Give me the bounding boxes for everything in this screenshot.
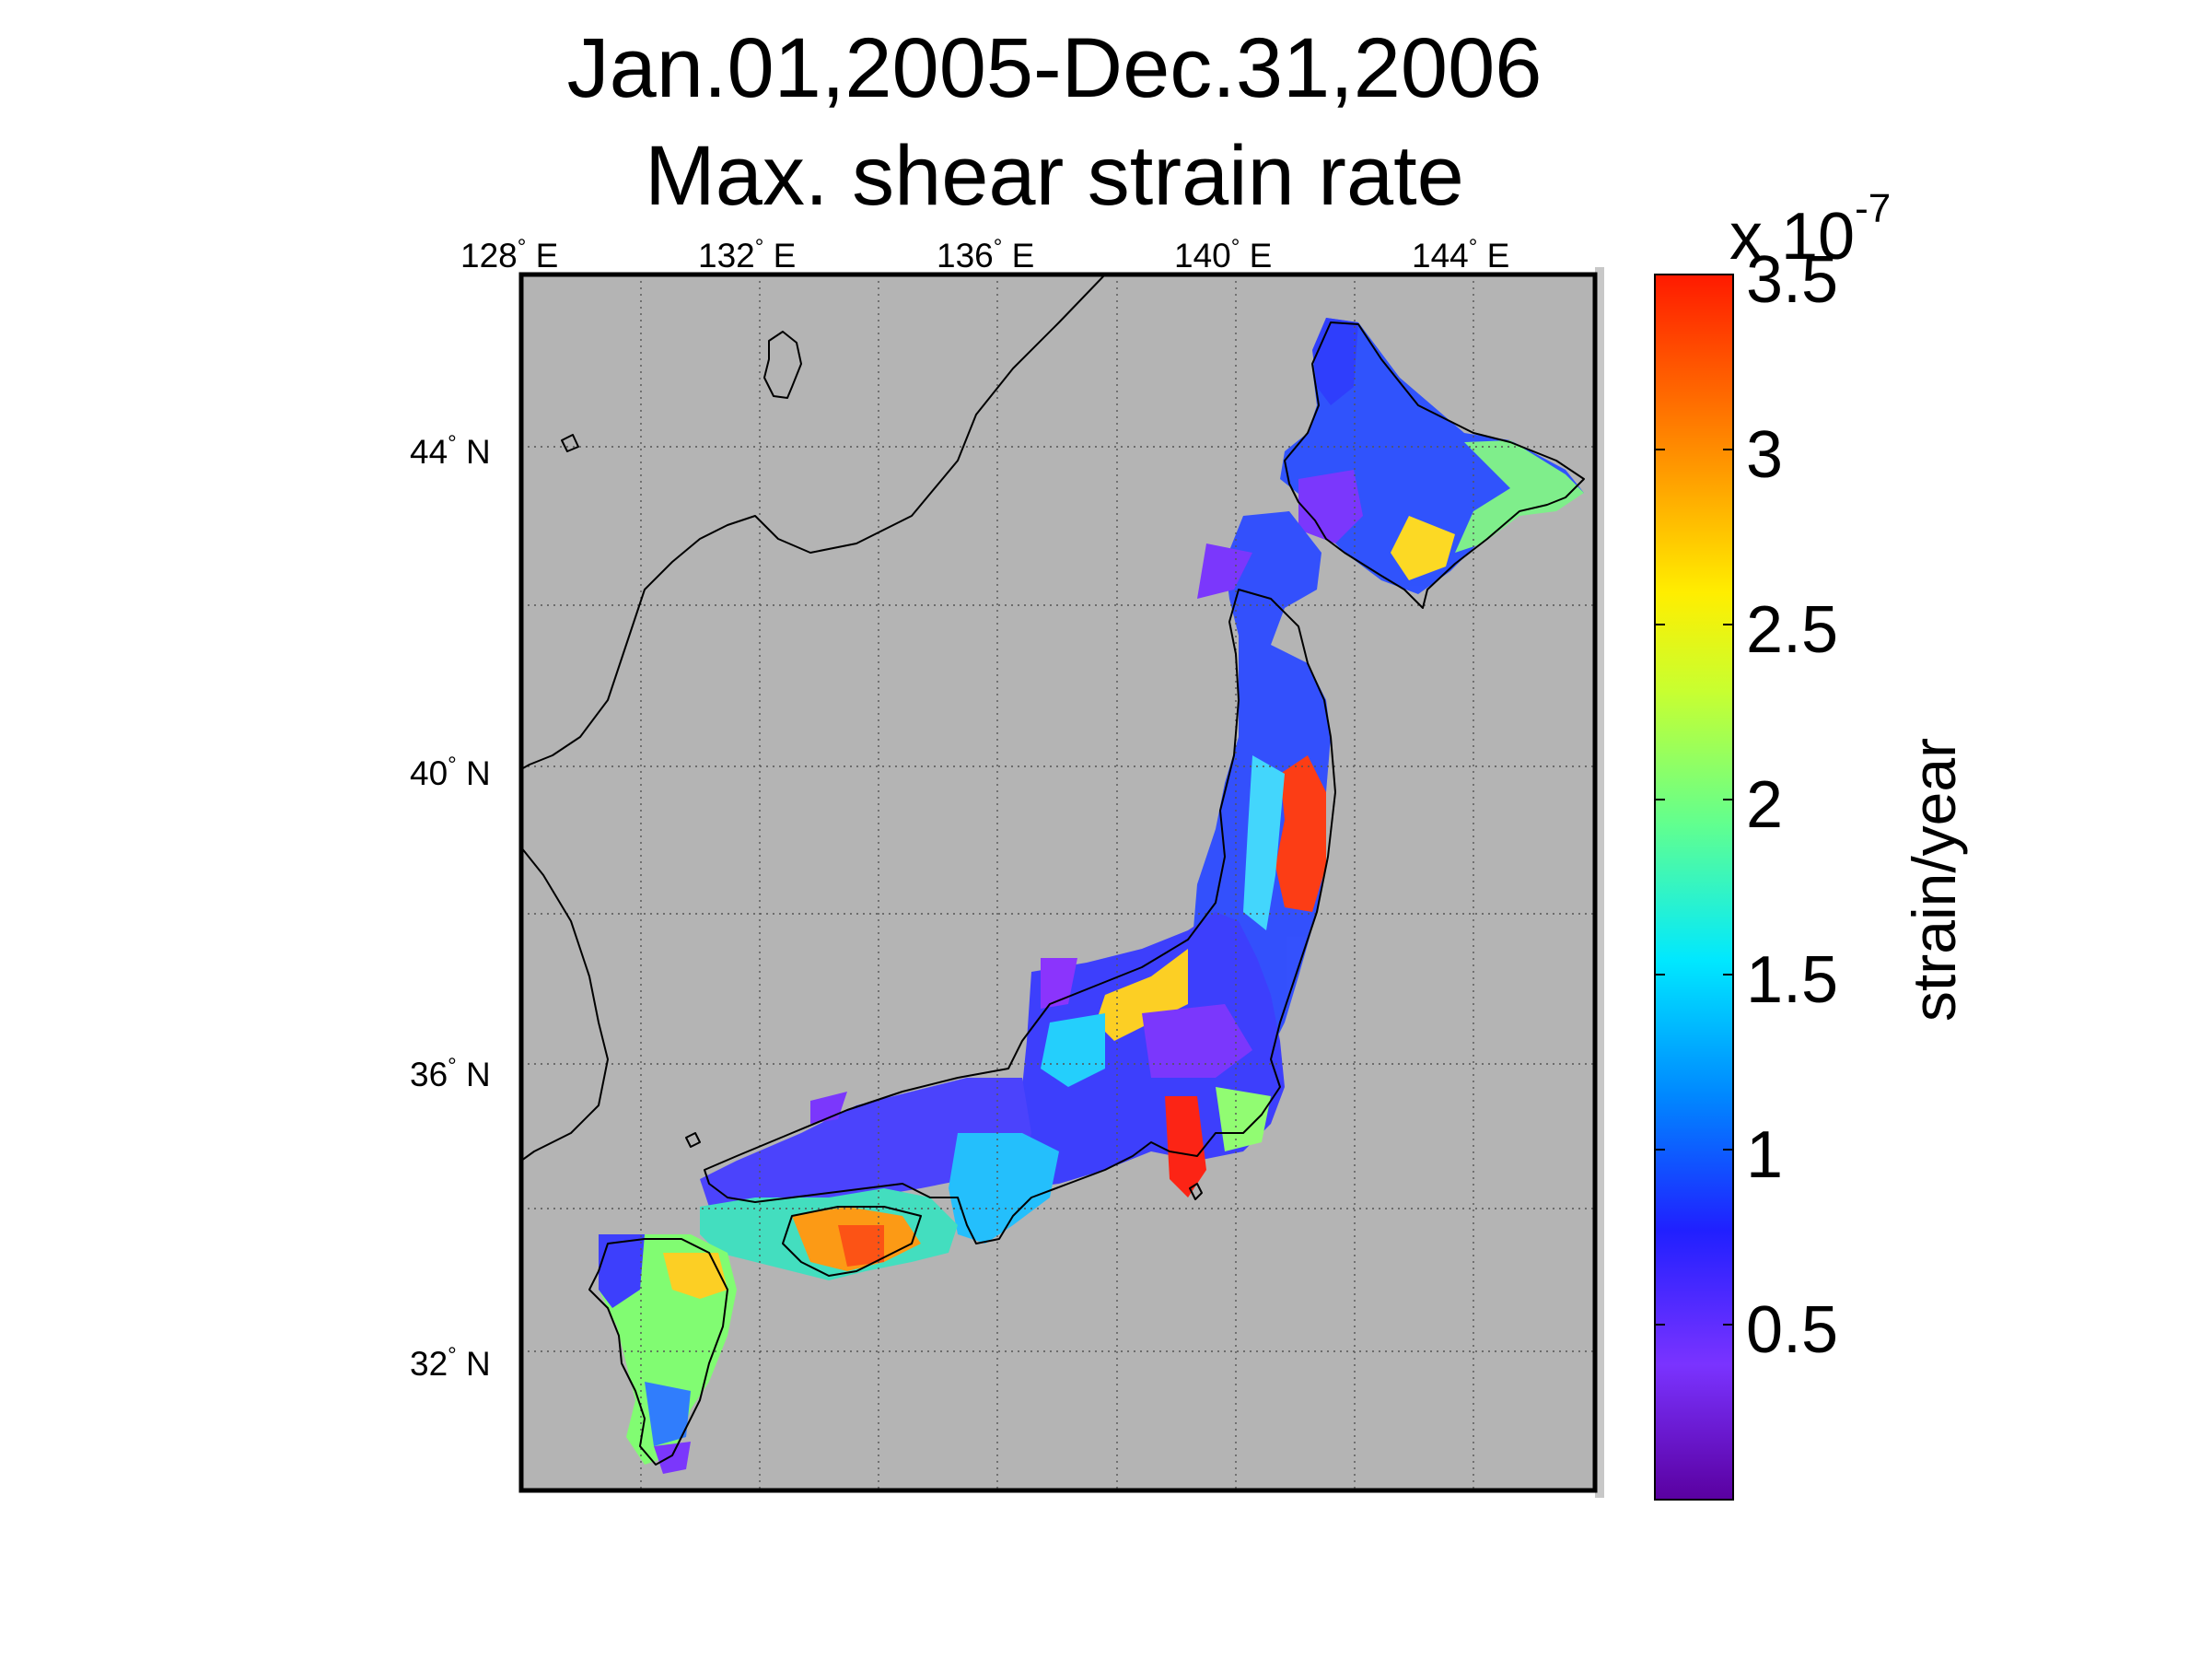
frame-shadow bbox=[1595, 267, 1604, 1498]
colorbar-ticks bbox=[1655, 274, 1733, 1326]
colorbar-exponent: x 10-7 bbox=[1729, 186, 1892, 274]
lon-label-136: 136° E bbox=[937, 235, 1035, 275]
map-title-quantity: Max. shear strain rate bbox=[645, 129, 1464, 223]
map-frame bbox=[518, 272, 1598, 1493]
colorbar-tick-1: 1 bbox=[1746, 1118, 1784, 1192]
colorbar bbox=[1654, 274, 1734, 1501]
map-title-period: Jan.01,2005-Dec.31,2006 bbox=[566, 21, 1543, 115]
lon-label-140: 140° E bbox=[1174, 235, 1273, 275]
lon-label-132: 132° E bbox=[698, 235, 797, 275]
lat-label-44: 44° N bbox=[410, 431, 491, 471]
graticule bbox=[521, 275, 1595, 1490]
lon-label-128: 128° E bbox=[460, 235, 559, 275]
colorbar-tick-3.5: 3.5 bbox=[1746, 243, 1839, 317]
colorbar-tick-2.5: 2.5 bbox=[1746, 593, 1839, 667]
lat-label-32: 32° N bbox=[410, 1343, 491, 1383]
lat-label-40: 40° N bbox=[410, 753, 491, 792]
strain-field bbox=[599, 318, 1584, 1474]
lat-label-36: 36° N bbox=[410, 1054, 491, 1093]
coastlines bbox=[521, 275, 1585, 1466]
colorbar-tick-1.5: 1.5 bbox=[1746, 943, 1839, 1017]
colorbar-tick-3: 3 bbox=[1746, 418, 1784, 492]
colorbar-tick-0.5: 0.5 bbox=[1746, 1293, 1839, 1367]
colorbar-label: strain/year bbox=[1900, 737, 1968, 1022]
lon-label-144: 144° E bbox=[1412, 235, 1510, 275]
colorbar-tick-2: 2 bbox=[1746, 768, 1784, 842]
